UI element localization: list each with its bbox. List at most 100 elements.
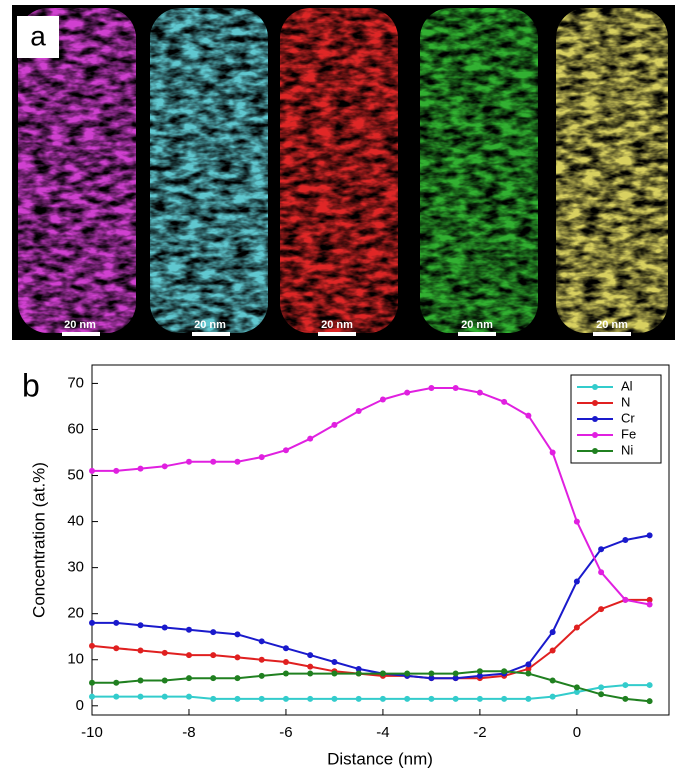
data-point: [549, 449, 556, 456]
data-point: [573, 624, 580, 631]
data-point: [452, 695, 459, 702]
data-point: [646, 596, 653, 603]
y-tick-label: 40: [67, 513, 84, 530]
data-point: [234, 458, 241, 465]
data-point: [137, 693, 144, 700]
data-point: [598, 691, 605, 698]
y-tick-label: 20: [67, 605, 84, 622]
data-point: [307, 663, 314, 670]
data-point: [573, 684, 580, 691]
y-tick-label: 30: [67, 559, 84, 576]
y-tick-label: 50: [67, 466, 84, 483]
legend-marker: [592, 400, 598, 406]
element-map: [420, 8, 538, 333]
data-point: [646, 682, 653, 689]
series-line: [92, 670, 650, 703]
data-point: [355, 408, 362, 415]
data-point: [404, 695, 411, 702]
data-point: [598, 606, 605, 613]
data-point: [210, 458, 217, 465]
data-point: [331, 670, 338, 677]
data-point: [185, 675, 192, 682]
element-map: [150, 8, 268, 333]
data-point: [331, 659, 338, 666]
data-point: [476, 668, 483, 675]
data-point: [476, 389, 483, 396]
series-line: [92, 387, 650, 606]
data-point: [282, 447, 289, 454]
scale-bar-label: 20 nm: [461, 319, 493, 331]
data-point: [622, 596, 629, 603]
data-point: [355, 695, 362, 702]
data-point: [307, 670, 314, 677]
data-point: [452, 675, 459, 682]
data-point: [185, 458, 192, 465]
data-point: [355, 665, 362, 672]
data-point: [379, 695, 386, 702]
y-tick-label: 0: [76, 697, 84, 714]
data-point: [598, 569, 605, 576]
data-point: [137, 622, 144, 629]
element-map: [556, 8, 668, 333]
x-tick-label: -6: [279, 724, 292, 741]
data-point: [622, 682, 629, 689]
data-point: [404, 670, 411, 677]
data-point: [452, 385, 459, 392]
data-point: [476, 672, 483, 679]
plot-frame: [91, 364, 670, 716]
data-point: [282, 670, 289, 677]
data-point: [549, 693, 556, 700]
data-point: [210, 695, 217, 702]
data-point: [452, 670, 459, 677]
panel-a: a 20 nm 20 nm 20 nm 20 nm 20 nm: [12, 5, 675, 340]
data-point: [210, 629, 217, 636]
scale-bar-label: 20 nm: [64, 319, 96, 331]
data-point: [622, 695, 629, 702]
data-point: [258, 656, 265, 663]
data-point: [185, 652, 192, 659]
data-point: [113, 693, 120, 700]
data-point: [549, 629, 556, 636]
data-point: [501, 695, 508, 702]
legend-label: Al: [621, 378, 633, 393]
data-point: [161, 624, 168, 631]
legend-marker: [592, 432, 598, 438]
data-point: [646, 601, 653, 608]
data-point: [598, 684, 605, 691]
data-point: [598, 546, 605, 553]
y-tick-label: 60: [67, 420, 84, 437]
x-tick-label: -2: [473, 724, 486, 741]
x-tick-label: -10: [81, 724, 103, 741]
data-point: [573, 518, 580, 525]
data-point: [646, 532, 653, 539]
scale-bar: [458, 332, 496, 336]
data-point: [258, 672, 265, 679]
data-point: [89, 679, 95, 686]
element-map: [18, 8, 136, 333]
legend-label: Ni: [621, 442, 633, 457]
data-point: [234, 695, 241, 702]
data-point: [185, 693, 192, 700]
panel-b: b Distance (nm) Concentration (at.%) -10…: [22, 364, 670, 768]
data-point: [258, 695, 265, 702]
data-point: [234, 675, 241, 682]
data-point: [161, 677, 168, 684]
legend-marker: [592, 448, 598, 454]
data-point: [161, 463, 168, 470]
data-point: [525, 412, 532, 419]
series-line: [92, 534, 650, 680]
scale-bar: [192, 332, 230, 336]
data-point: [137, 465, 144, 472]
data-point: [476, 695, 483, 702]
data-point: [549, 677, 556, 684]
data-point: [307, 435, 314, 442]
data-point: [161, 649, 168, 656]
data-point: [525, 661, 532, 668]
series-line: [92, 684, 650, 700]
data-point: [210, 652, 217, 659]
data-point: [428, 385, 435, 392]
data-point: [379, 670, 386, 677]
element-map: [280, 8, 398, 333]
data-point: [282, 645, 289, 652]
